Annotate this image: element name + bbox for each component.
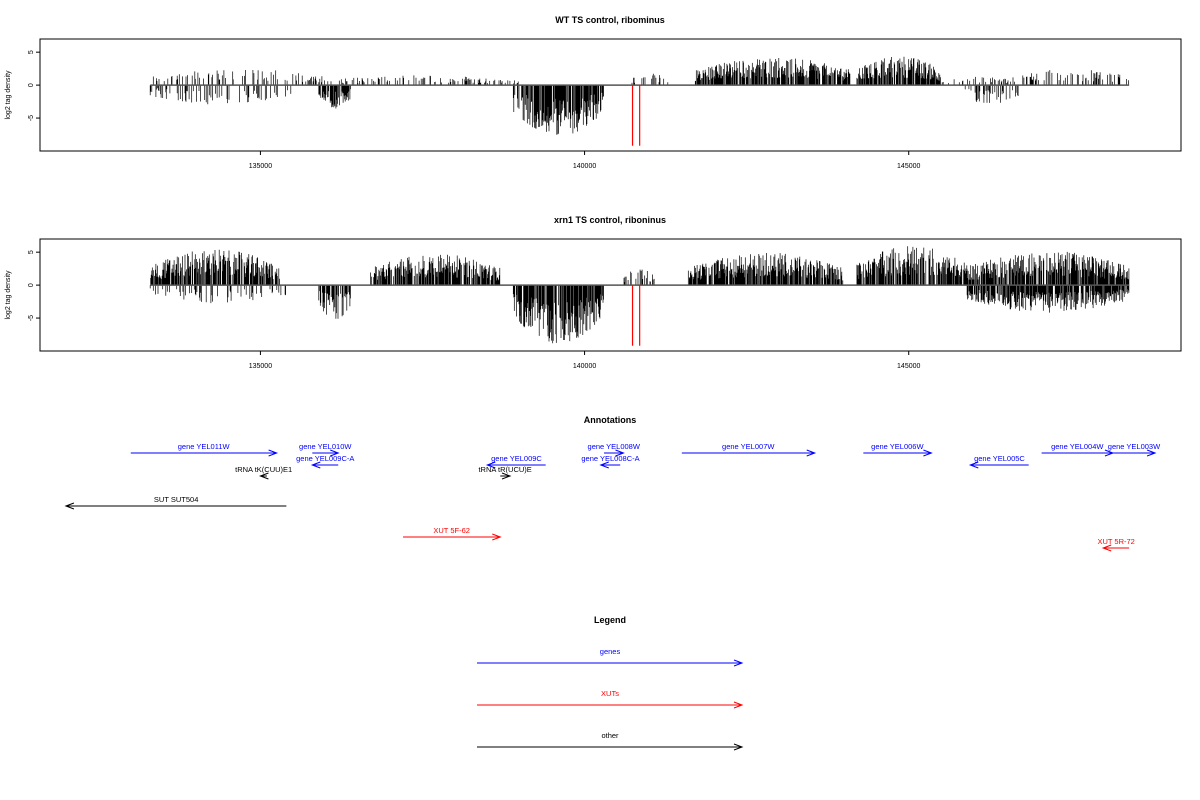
x-tick-label: 140000 — [573, 363, 596, 370]
annotation-feature-arrowhead — [599, 461, 609, 469]
wt-panel-bars — [149, 56, 1129, 135]
annotation-feature: gene YEL009C — [485, 454, 546, 469]
annotation-feature-arrowhead — [485, 461, 496, 469]
wt-panel-axes: 135000 140000 145000 -5 0 5 — [28, 50, 921, 170]
legend-title: Legend — [594, 615, 626, 625]
annotation-label: gene YEL011W — [178, 442, 231, 451]
xrn1-panel: xrn1 TS control, riboninus log2 tag dens… — [5, 215, 1182, 370]
xrn1-panel-markers — [631, 285, 641, 346]
legend-item-arrowhead — [733, 659, 744, 667]
xrn1-panel-axes: 135000 140000 145000 -5 0 5 — [28, 250, 921, 370]
xrn1-panel-frame — [39, 238, 1182, 352]
annotation-feature-arrowhead — [330, 449, 340, 457]
y-tick-label: 5 — [28, 250, 35, 254]
y-tick-label: -5 — [28, 315, 35, 321]
legend-item: genes — [477, 647, 744, 667]
annotation-label: gene YEL008W — [588, 442, 641, 451]
xrn1-panel-ylabel: log2 tag density — [5, 270, 12, 320]
x-tick-label: 145000 — [897, 363, 920, 370]
annotation-label: XUT 5R-72 — [1097, 537, 1134, 546]
annotation-feature-arrowhead — [923, 449, 933, 457]
signal-bars — [149, 56, 1129, 135]
annotation-feature-arrowhead — [615, 449, 625, 457]
legend-item-label: other — [601, 731, 619, 740]
wt-panel-title: WT TS control, ribominus — [555, 15, 665, 25]
annotation-label: gene YEL010W — [299, 442, 352, 451]
legend-item-label: XUTs — [601, 689, 619, 698]
annotation-feature: gene YEL005C — [968, 454, 1029, 469]
annotation-feature-arrowhead — [501, 472, 512, 480]
annotation-feature-arrowhead — [1146, 449, 1157, 457]
xrn1-panel-bars — [149, 246, 1130, 344]
y-tick-label: -5 — [28, 115, 35, 121]
legend-item: other — [477, 731, 744, 751]
annotation-label: gene YEL009C-A — [296, 454, 354, 463]
annotation-label: tRNA tR(UCU)E — [478, 465, 531, 474]
annotation-label: gene YEL008C-A — [581, 454, 639, 463]
annotations-track: Annotations gene YEL011W gene YEL010Wgene… — [64, 415, 1161, 552]
annotations-title: Annotations — [584, 415, 637, 425]
annotation-label: gene YEL007W — [722, 442, 775, 451]
annotation-features: gene YEL011W gene YEL010W gene YEL009C-A tR… — [64, 442, 1161, 552]
annotation-label: XUT 5F-62 — [433, 526, 470, 535]
legend-item-arrowhead — [733, 701, 744, 709]
annotation-feature-arrowhead — [268, 449, 279, 457]
annotation-label: gene YEL009C — [491, 454, 542, 463]
x-tick-label: 145000 — [897, 163, 920, 170]
annotation-feature: XUT 5R-72 — [1097, 537, 1135, 552]
annotation-feature: gene YEL008W — [588, 442, 641, 457]
legend-item-arrowhead — [733, 743, 744, 751]
annotation-feature: gene YEL009C-A — [296, 454, 354, 469]
annotation-feature: gene YEL003W — [1108, 442, 1161, 457]
xrn1-panel-title: xrn1 TS control, riboninus — [554, 215, 666, 225]
wt-panel-markers — [631, 85, 641, 146]
annotation-feature-arrowhead — [310, 461, 321, 469]
annotation-label: SUT SUT504 — [154, 495, 198, 504]
x-tick-label: 135000 — [249, 363, 272, 370]
annotation-label: gene YEL006W — [871, 442, 924, 451]
annotation-feature-arrowhead — [968, 461, 979, 469]
wt-panel: WT TS control, ribominus log2 tag densit… — [5, 15, 1182, 170]
annotation-feature-arrowhead — [258, 472, 269, 480]
legend-item: XUTs — [477, 689, 744, 709]
wt-panel-ylabel: log2 tag density — [5, 70, 12, 120]
legend-item-label: genes — [600, 647, 621, 656]
y-tick-label: 5 — [28, 50, 35, 54]
x-tick-label: 140000 — [573, 163, 596, 170]
annotation-feature: gene YEL006W — [863, 442, 933, 457]
annotation-feature: tRNA tK(CUU)E1 — [235, 465, 292, 480]
annotation-feature-arrowhead — [1101, 544, 1112, 552]
annotation-feature: gene YEL008C-A — [581, 454, 640, 469]
annotation-feature: XUT 5F-62 — [403, 526, 502, 541]
y-tick-label: 0 — [28, 283, 35, 287]
x-tick-label: 135000 — [249, 163, 272, 170]
legend-items: genes XUTs other — [477, 647, 744, 751]
annotation-feature-arrowhead — [806, 449, 817, 457]
annotation-feature-arrowhead — [64, 502, 75, 510]
annotation-feature-arrowhead — [492, 533, 502, 541]
wt-panel-frame — [39, 38, 1182, 152]
annotation-feature: SUT SUT504 — [64, 495, 287, 510]
annotation-feature: gene YEL011W — [130, 442, 279, 457]
annotation-label: tRNA tK(CUU)E1 — [235, 465, 292, 474]
annotation-label: gene YEL003W — [1108, 442, 1161, 451]
annotation-feature: tRNA tR(UCU)E — [478, 465, 532, 480]
annotation-label: gene YEL004W — [1051, 442, 1104, 451]
annotation-feature: gene YEL004W — [1041, 442, 1115, 457]
annotation-feature: gene YEL010W — [299, 442, 352, 457]
signal-bars — [149, 246, 1130, 344]
legend: Legend genes XUTs other — [477, 615, 744, 751]
annotation-feature: gene YEL007W — [681, 442, 817, 457]
annotation-label: gene YEL005C — [974, 454, 1025, 463]
y-tick-label: 0 — [28, 83, 35, 87]
